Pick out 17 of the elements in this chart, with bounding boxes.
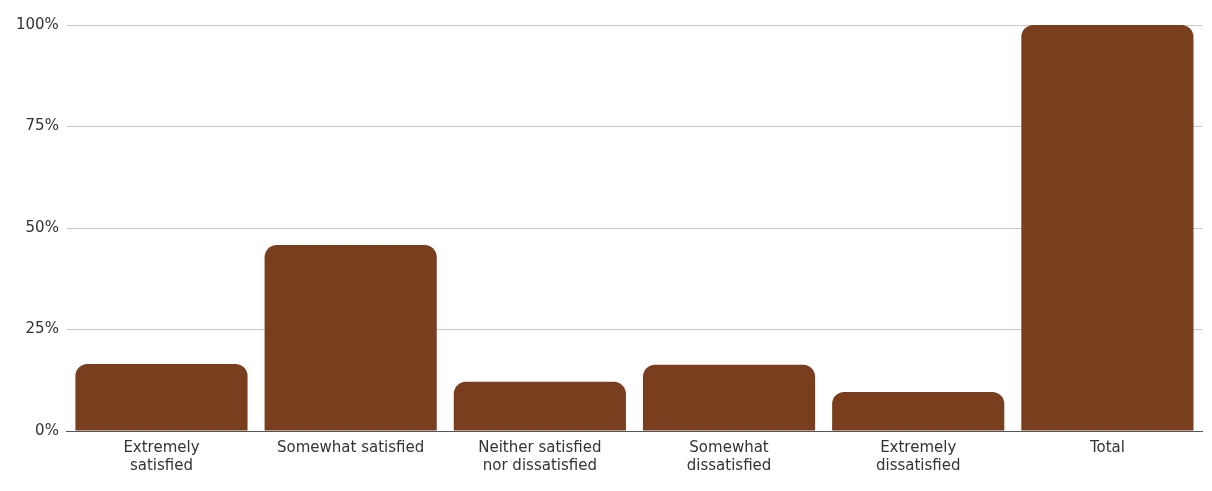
x-tick-label: Total — [1088, 437, 1125, 456]
y-tick-label: 25% — [25, 319, 59, 338]
bar — [832, 392, 1005, 431]
y-tick-label: 75% — [25, 116, 59, 135]
x-tick-label: Neither satisfied nor dissatisfied — [478, 437, 602, 474]
bar — [75, 364, 248, 431]
x-tick-label: Extremely satisfied — [123, 437, 200, 474]
x-tick-label: Somewhat dissatisfied — [686, 437, 772, 474]
y-tick-label: 0% — [35, 420, 59, 439]
y-tick-label: 50% — [25, 217, 59, 236]
bar — [264, 245, 437, 431]
bar — [1021, 25, 1194, 431]
x-tick-label: Somewhat satisfied — [277, 437, 425, 456]
bar — [642, 364, 816, 431]
x-tick-label: Extremely dissatisfied — [875, 437, 961, 474]
bar — [453, 381, 626, 431]
y-tick-label: 100% — [15, 14, 59, 33]
